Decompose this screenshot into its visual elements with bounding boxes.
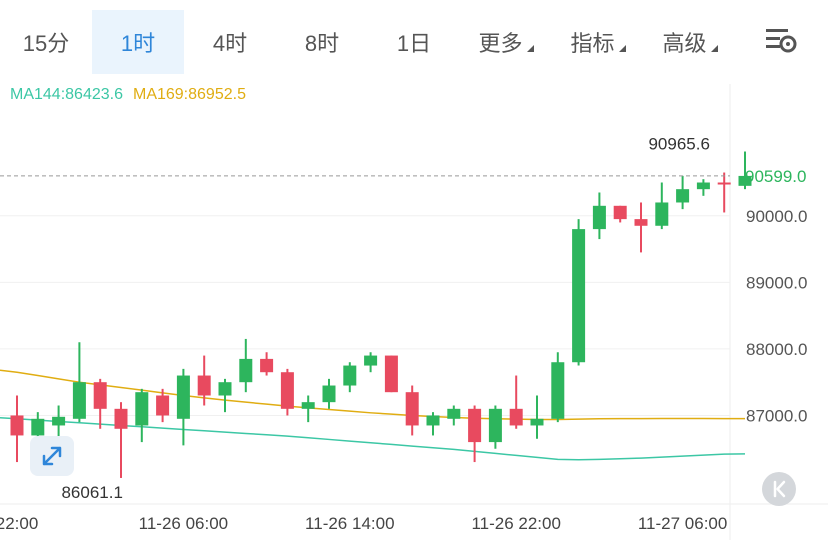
tab-label: 15分 xyxy=(22,31,70,56)
candle-body xyxy=(717,182,731,185)
candle-body xyxy=(530,418,544,426)
tab-6[interactable]: 指标 xyxy=(552,10,644,74)
chart-settings-icon[interactable] xyxy=(760,24,804,60)
candle-body xyxy=(509,408,523,426)
candle-body xyxy=(364,355,378,366)
x-tick-label: 11-27 06:00 xyxy=(638,514,727,533)
x-tick-label: 11-26 06:00 xyxy=(139,514,228,533)
dropdown-caret-icon xyxy=(618,44,626,52)
tab-label: 指标 xyxy=(570,31,615,56)
x-tick-label: 11-26 22:00 xyxy=(471,514,560,533)
candle-body xyxy=(551,362,565,419)
tab-label: 1时 xyxy=(120,31,156,56)
candle-body xyxy=(426,415,440,426)
low-price-label: 86061.1 xyxy=(61,483,122,502)
tab-3[interactable]: 8时 xyxy=(276,10,368,74)
tab-2[interactable]: 4时 xyxy=(184,10,276,74)
expand-button[interactable] xyxy=(30,436,74,476)
high-price-label: 90965.6 xyxy=(648,135,709,154)
candle-body xyxy=(114,408,128,429)
candle-body xyxy=(696,182,710,190)
tab-5[interactable]: 更多 xyxy=(460,10,552,74)
candle-body xyxy=(31,418,45,436)
candle-body xyxy=(613,205,627,220)
dropdown-caret-icon xyxy=(526,44,534,52)
candle-body xyxy=(447,408,461,419)
ma169-label: MA169:86952.5 xyxy=(132,86,246,103)
tab-label: 更多 xyxy=(478,31,523,56)
candle-body xyxy=(10,415,24,436)
candlestick-chart[interactable]: 90000.0 89000.0 88000.0 87000.0 90599.0 90965… xyxy=(0,84,828,540)
x-tick-label: 22:00 xyxy=(0,514,38,533)
tab-7[interactable]: 高级 xyxy=(644,10,736,74)
collapse-button[interactable] xyxy=(762,472,796,506)
candle-body xyxy=(156,395,170,416)
candle-body xyxy=(384,355,398,393)
candle-body xyxy=(322,385,336,403)
ma144-line xyxy=(0,417,746,461)
candle-body xyxy=(572,229,586,363)
current-price-label: 90599.0 xyxy=(745,167,806,186)
candle-body xyxy=(488,408,502,443)
collapse-left-icon xyxy=(773,480,786,498)
candle-body xyxy=(72,382,86,419)
candle-body xyxy=(468,408,482,443)
ma-legend: MA144:86423.6 MA169:86952.5 xyxy=(10,86,246,104)
y-tick-label: 88000.0 xyxy=(746,340,807,359)
ma169-line xyxy=(0,369,746,421)
candle-body xyxy=(239,358,253,383)
tab-0[interactable]: 15分 xyxy=(0,10,92,74)
y-tick-label: 87000.0 xyxy=(746,406,807,425)
candle-body xyxy=(260,358,274,373)
y-tick-label: 89000.0 xyxy=(746,273,807,292)
tab-4[interactable]: 1日 xyxy=(368,10,460,74)
candle-body xyxy=(676,189,690,203)
tab-label: 1日 xyxy=(396,31,432,56)
dropdown-caret-icon xyxy=(710,44,718,52)
tab-label: 高级 xyxy=(662,31,707,56)
candle-body xyxy=(218,382,232,396)
candle-body xyxy=(343,365,357,386)
interval-tab-bar: 15分 1时 4时 8时 1日 更多 指标 高级 xyxy=(0,0,828,84)
tab-1[interactable]: 1时 xyxy=(92,10,184,74)
candle-body xyxy=(738,175,752,186)
ma144-label: MA144:86423.6 xyxy=(10,86,123,103)
candle-body xyxy=(634,219,648,226)
tab-label: 8时 xyxy=(304,31,340,56)
candle-body xyxy=(135,392,149,426)
candle-body xyxy=(197,375,211,396)
tab-label: 4时 xyxy=(212,31,248,56)
candle-body xyxy=(592,205,606,230)
candle-body xyxy=(301,402,315,409)
candle-body xyxy=(52,416,66,426)
y-tick-label: 90000.0 xyxy=(746,207,807,226)
candle-body xyxy=(280,372,294,409)
candle-body xyxy=(176,375,190,419)
candle-body xyxy=(405,392,419,426)
candle-body xyxy=(655,202,669,226)
expand-diagonal-icon xyxy=(42,446,62,466)
x-tick-label: 11-26 14:00 xyxy=(305,514,394,533)
candle-body xyxy=(93,382,107,409)
